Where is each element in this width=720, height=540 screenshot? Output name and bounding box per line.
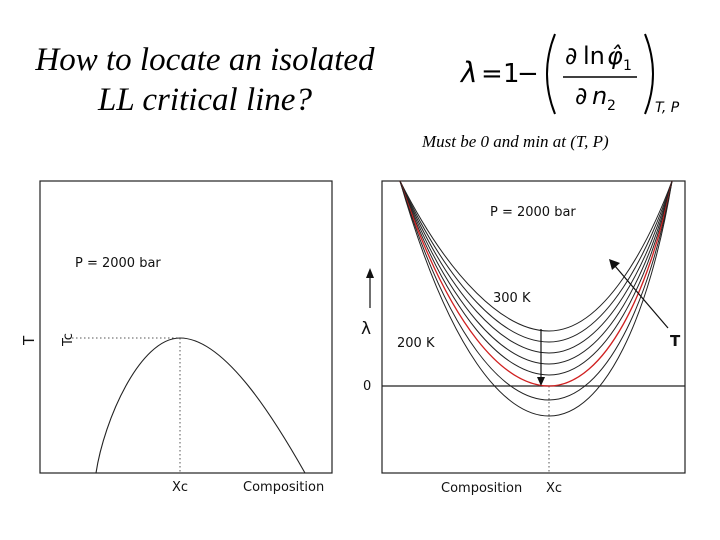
- lambda-formula: λ = 1 − ∂ ln φ̂ 1 ∂ n 2 T, P: [459, 33, 680, 116]
- minimum-note: Must be 0 and min at (T, P): [422, 132, 609, 151]
- left-pressure-label: P = 2000 bar: [75, 256, 161, 271]
- lambda-curve-4: [399, 180, 673, 354]
- slide-title: How to locate an isolated LL critical li…: [0, 40, 410, 120]
- lambda-critical-curve: [399, 180, 673, 387]
- right-zero-label: 0: [363, 379, 371, 394]
- lambda-plot-right: λ 0 P = 2000 bar 300 K 200 K T Compositi…: [361, 180, 686, 496]
- right-pressure-label: P = 2000 bar: [490, 205, 576, 220]
- formula-den-n: n: [592, 82, 607, 110]
- formula-condition: T, P: [655, 100, 680, 116]
- lambda-curve-2: [399, 180, 673, 376]
- title-line-1: How to locate an isolated: [35, 42, 375, 78]
- left-tc-label: Tc: [61, 333, 76, 347]
- formula-num-partial: ∂: [565, 42, 577, 70]
- formula-lambda: λ: [459, 56, 478, 89]
- formula-equals: =: [481, 59, 503, 89]
- formula-left-paren: [546, 33, 556, 115]
- formula-den-sub: 2: [607, 98, 616, 114]
- critical-curve: [95, 337, 306, 474]
- formula-num-phi: φ̂: [607, 42, 623, 70]
- lambda-curve-0: [399, 180, 673, 417]
- formula-num-sub: 1: [623, 58, 632, 74]
- right-xc-label: Xc: [546, 481, 562, 496]
- left-y-axis-label: T: [20, 335, 38, 346]
- lower-temp-label: 200 K: [397, 336, 435, 351]
- phase-diagram-left: P = 2000 bar T Tc Xc Composition: [20, 180, 333, 495]
- formula-num-ln: ln: [583, 42, 605, 70]
- minimum-shift-arrow: [537, 329, 545, 386]
- left-plot-frame: [39, 180, 333, 474]
- left-xc-label: Xc: [172, 480, 188, 495]
- upper-temp-label: 300 K: [493, 291, 531, 306]
- formula-den-partial: ∂: [575, 82, 587, 110]
- right-y-axis-label: λ: [361, 319, 371, 339]
- y-axis-arrow: [366, 268, 374, 308]
- lambda-curve-5: [399, 180, 673, 343]
- left-x-axis-label: Composition: [243, 480, 324, 495]
- formula-minus: −: [517, 59, 539, 89]
- lambda-curve-1: [399, 180, 673, 401]
- title-line-2: LL critical line?: [98, 82, 312, 118]
- temperature-direction-arrow: [609, 259, 669, 329]
- lambda-curve-3: [399, 180, 673, 365]
- formula-one: 1: [503, 59, 520, 89]
- formula-right-paren: [644, 33, 654, 115]
- right-x-axis-label: Composition: [441, 481, 522, 496]
- temperature-arrow-label: T: [670, 332, 681, 350]
- right-plot-frame: [381, 180, 686, 474]
- lambda-curve-6: [399, 180, 673, 332]
